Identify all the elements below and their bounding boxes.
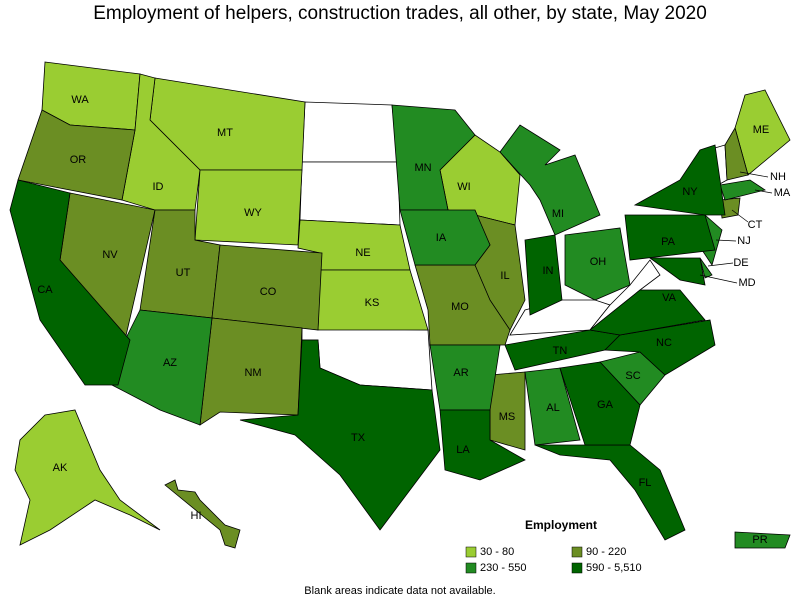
state-label: AK bbox=[53, 462, 68, 474]
state-label: ID bbox=[153, 181, 164, 193]
leaders bbox=[699, 171, 773, 284]
state-blank bbox=[301, 101, 399, 163]
state bbox=[211, 244, 323, 331]
state bbox=[633, 144, 726, 216]
state bbox=[648, 257, 706, 286]
state-label: MA bbox=[774, 187, 791, 199]
legend: 30 - 80 90 - 220 230 - 550 590 - 5,510 bbox=[465, 546, 642, 574]
state-label: CT bbox=[748, 219, 763, 231]
state-label: WI bbox=[457, 181, 470, 193]
state-label: ME bbox=[753, 124, 770, 136]
state-label: PR bbox=[752, 534, 767, 546]
map-title: Employment of helpers, construction trad… bbox=[93, 3, 707, 24]
state-label: OR bbox=[70, 154, 87, 166]
state-label: CO bbox=[260, 286, 277, 298]
state-label: MT bbox=[217, 127, 233, 139]
state bbox=[589, 289, 706, 336]
state bbox=[239, 339, 441, 531]
state bbox=[499, 124, 601, 236]
state bbox=[564, 227, 631, 301]
state-label: OH bbox=[590, 256, 607, 268]
state-label: FL bbox=[639, 477, 652, 489]
footnote: Blank areas indicate data not available. bbox=[304, 585, 495, 597]
legend-swatch bbox=[465, 562, 477, 574]
state-label: DE bbox=[733, 257, 748, 269]
state-label: TN bbox=[553, 345, 568, 357]
state bbox=[524, 367, 581, 446]
state-label: NM bbox=[244, 367, 261, 379]
state-label: MS bbox=[499, 411, 516, 423]
state-label: PA bbox=[661, 236, 676, 248]
state-label: IN bbox=[543, 265, 554, 277]
state bbox=[164, 479, 241, 549]
state bbox=[724, 126, 749, 181]
state-label: MO bbox=[451, 301, 469, 313]
state-label: HI bbox=[191, 510, 202, 522]
legend-title: Employment bbox=[525, 518, 597, 532]
legend-swatch bbox=[465, 546, 477, 558]
state-label: GA bbox=[597, 399, 614, 411]
state bbox=[439, 409, 526, 481]
state bbox=[734, 531, 791, 549]
state-label: VA bbox=[662, 292, 677, 304]
state bbox=[624, 214, 716, 261]
legend-swatch bbox=[571, 562, 583, 574]
state-label: AR bbox=[453, 367, 468, 379]
state-label: MN bbox=[414, 162, 431, 174]
state-blank bbox=[299, 161, 401, 226]
state bbox=[524, 234, 563, 316]
state bbox=[399, 209, 491, 266]
state-label: NY bbox=[682, 186, 698, 198]
state-label: CA bbox=[37, 284, 53, 296]
state-label: NV bbox=[102, 249, 118, 261]
legend-label: 590 - 5,510 bbox=[586, 562, 642, 574]
state-label: NE bbox=[355, 247, 370, 259]
state-label: IL bbox=[500, 270, 509, 282]
state-label: IA bbox=[436, 232, 447, 244]
state-label: AZ bbox=[163, 357, 177, 369]
legend-label: 230 - 550 bbox=[480, 562, 526, 574]
state-label: MD bbox=[738, 277, 755, 289]
state-label: TX bbox=[351, 432, 366, 444]
state-label: WA bbox=[71, 94, 89, 106]
state-label: UT bbox=[176, 267, 191, 279]
states: WA MT ID WY NE KS WI ME AK OR NV UT CO NM MO IL MS HI NH CT… bbox=[9, 61, 791, 549]
state bbox=[14, 409, 161, 546]
state bbox=[17, 109, 136, 201]
state-label: KS bbox=[365, 297, 380, 309]
state bbox=[719, 179, 766, 201]
state-label: AL bbox=[546, 402, 559, 414]
state bbox=[559, 361, 641, 446]
state bbox=[9, 179, 131, 386]
state-label: NJ bbox=[737, 235, 750, 247]
state-label: NH bbox=[770, 171, 786, 183]
state-label: MI bbox=[552, 208, 564, 220]
state-label: SC bbox=[625, 370, 640, 382]
legend-swatch bbox=[571, 546, 583, 558]
state-label: LA bbox=[456, 444, 470, 456]
state-label: NC bbox=[656, 337, 672, 349]
legend-label: 90 - 220 bbox=[586, 546, 626, 558]
state-label: WY bbox=[244, 207, 262, 219]
legend-label: 30 - 80 bbox=[480, 546, 514, 558]
